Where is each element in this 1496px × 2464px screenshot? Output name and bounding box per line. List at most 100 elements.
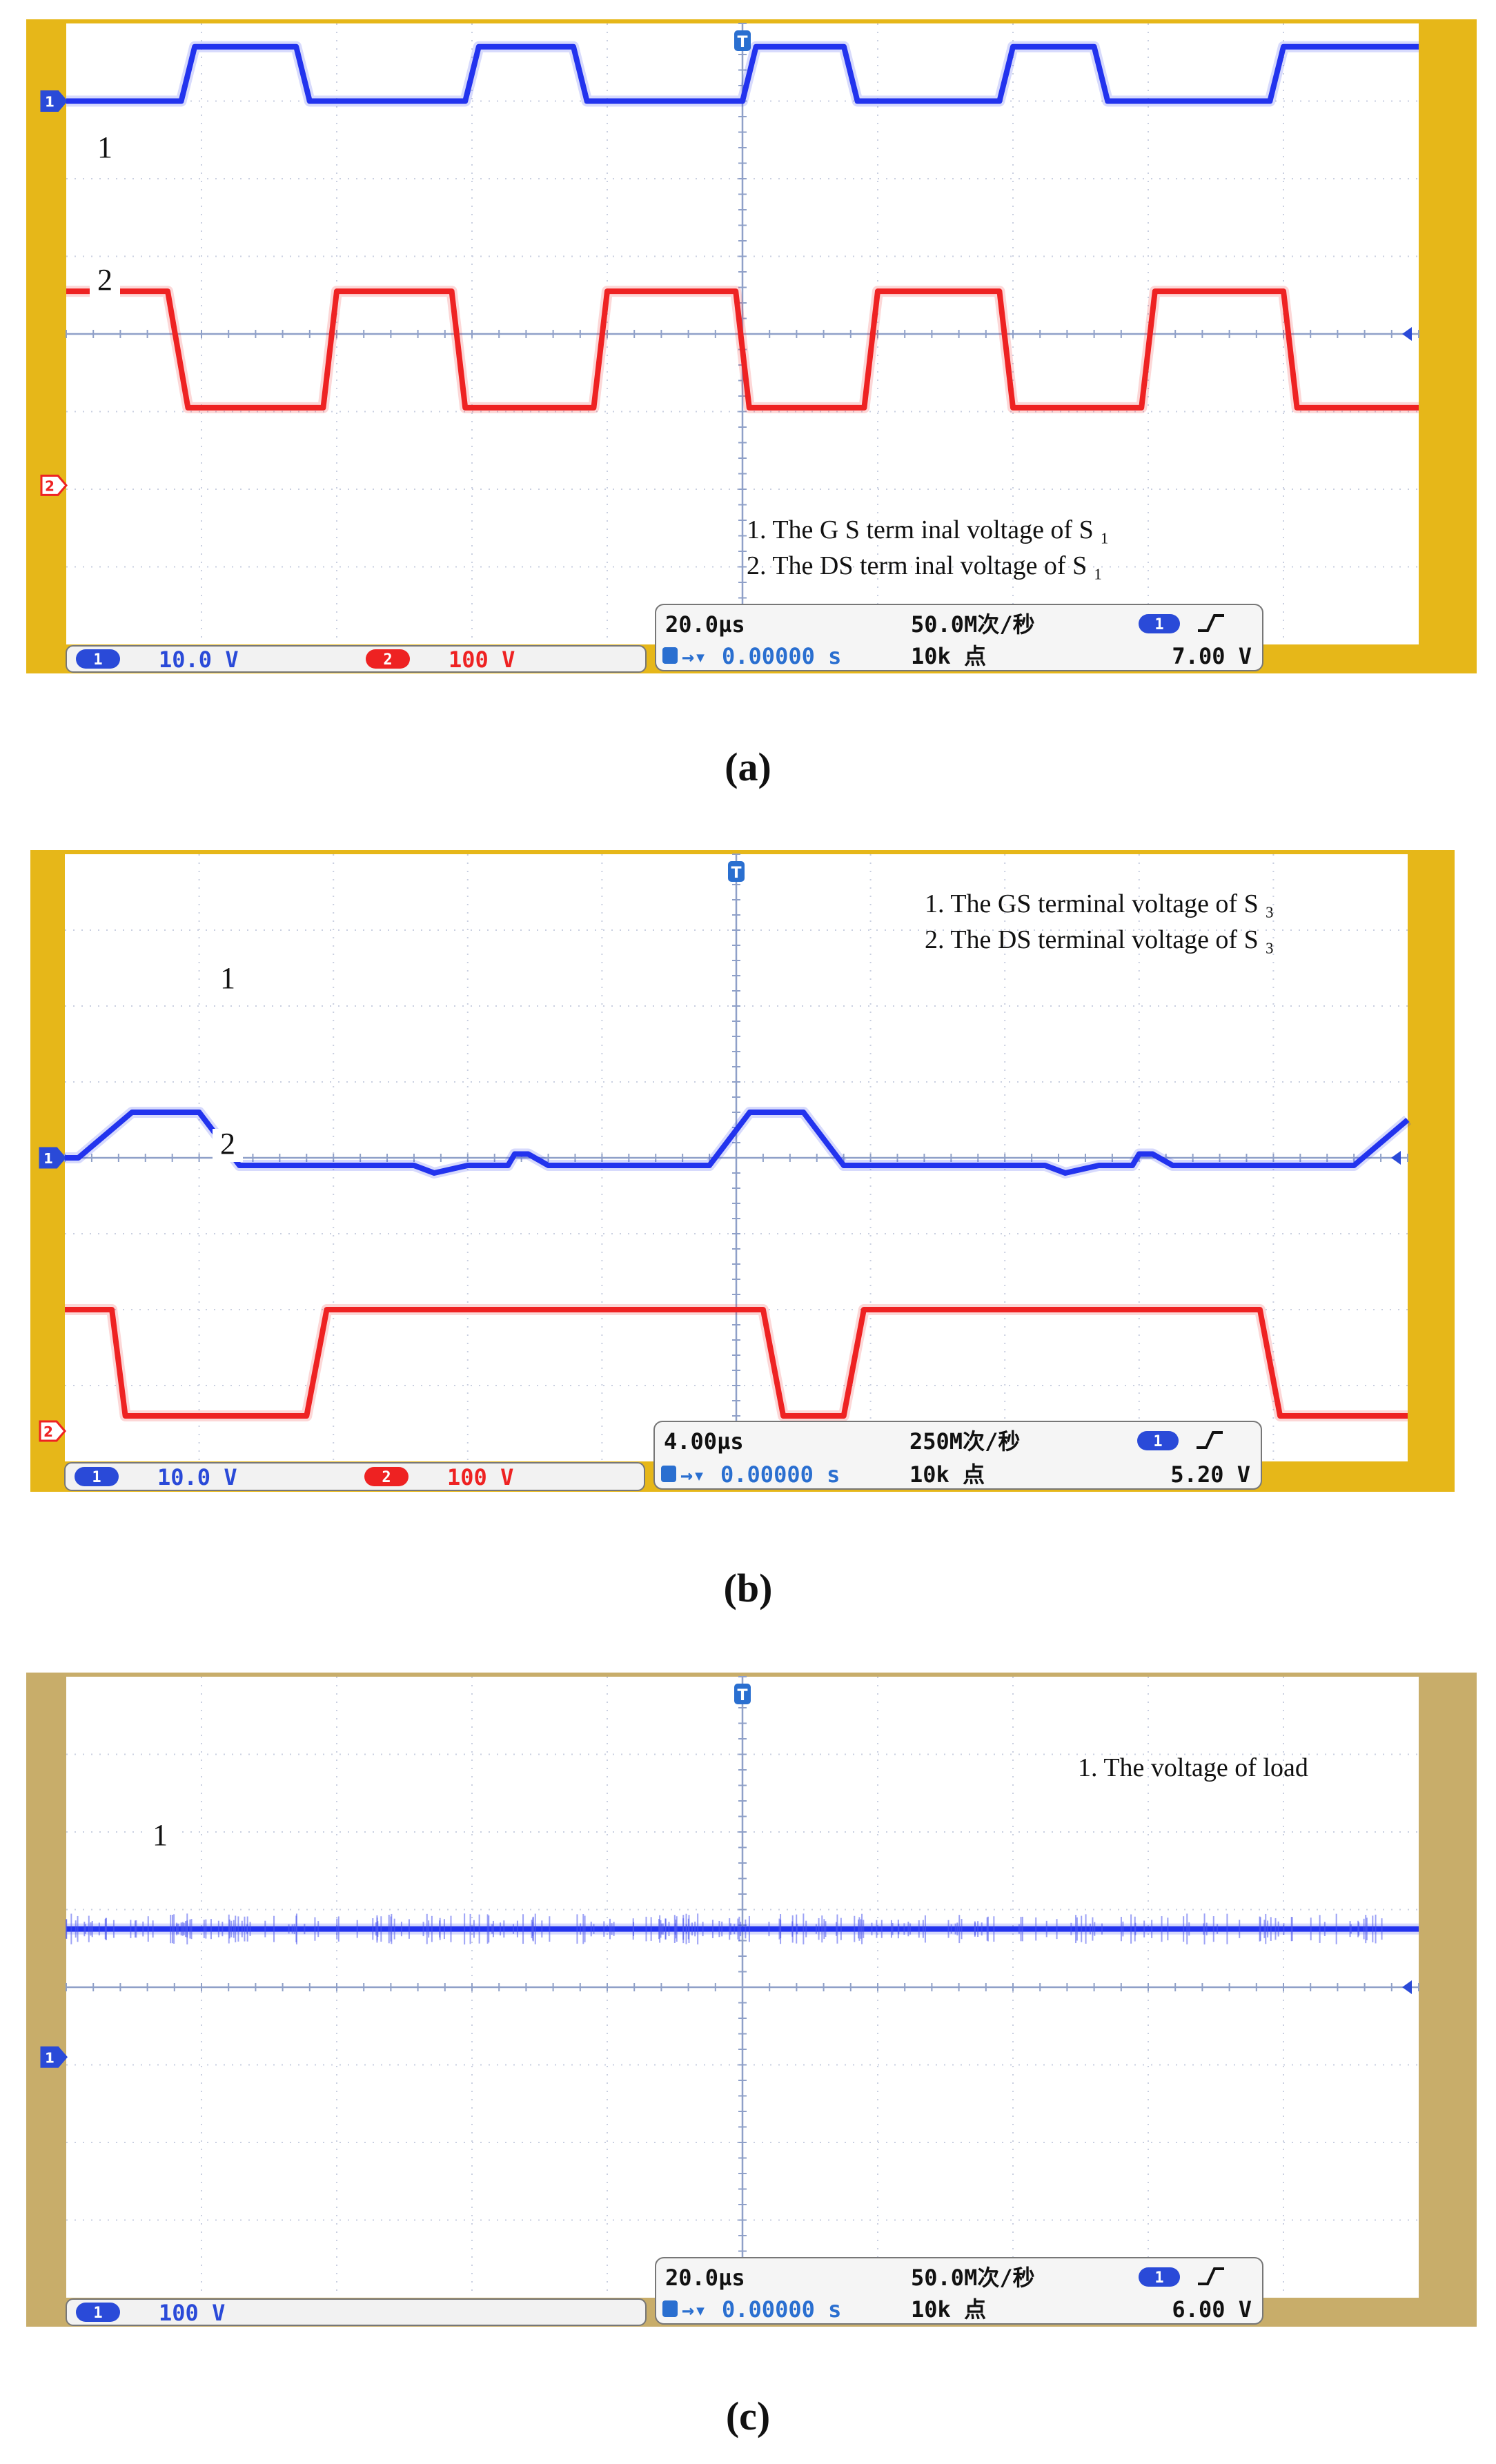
- trace-label-2: 2: [220, 1127, 235, 1161]
- sample-rate: 50.0M次/秒: [911, 2265, 1035, 2291]
- scope-screen-a: T 1 2 1 2 1. The G S term inal voltage of S ₁…: [26, 19, 1477, 673]
- svg-text:1: 1: [45, 2049, 55, 2066]
- channel-1-badge-number: 1: [93, 651, 102, 669]
- channel-1-scale: 100 V: [159, 2300, 225, 2326]
- trigger-offset-icon: [662, 2300, 678, 2317]
- channel-2-badge-number: 2: [383, 651, 392, 669]
- channel-2-badge: [366, 649, 410, 669]
- channel-1-scale: 10.0 V: [157, 1464, 237, 1490]
- channel-1-ground-marker: 1: [40, 90, 68, 112]
- trace-label-bg: [90, 265, 120, 298]
- trigger-source-badge: [1139, 2267, 1180, 2287]
- channel-scale-box: [64, 1462, 645, 1491]
- scope-screen-c: T 1 1 1. The voltage of load 1 100 V 20.0µs →▾ 0…: [26, 1673, 1477, 2327]
- trace-label-1: 1: [97, 130, 112, 164]
- trigger-offset-icon: [662, 647, 678, 664]
- graticule: [64, 854, 1408, 1462]
- channel-1-scale: 10.0 V: [159, 647, 239, 673]
- channel-2-ground-marker: 2: [39, 1420, 66, 1442]
- channel-1-badge: [75, 1467, 119, 1486]
- trigger-position-icon: T: [728, 861, 745, 882]
- rising-edge-icon: [1198, 614, 1224, 632]
- acquisition-box: [655, 604, 1263, 671]
- trigger-level-icon: [1402, 327, 1412, 341]
- timebase: 4.00µs: [664, 1428, 744, 1455]
- sample-rate: 250M次/秒: [909, 1428, 1020, 1455]
- trigger-offset-icon: [661, 1466, 676, 1482]
- caption-c: (c): [725, 2394, 771, 2438]
- trace-label-bg: [145, 1820, 175, 1853]
- channel-1-badge: [76, 649, 120, 669]
- trigger-position: 0.00000 s: [722, 643, 841, 669]
- timebase: 20.0µs: [665, 611, 745, 638]
- acquisition-box: [653, 1421, 1262, 1490]
- scope-panel-b: T 1 2 1 2 1. The GS terminal voltage of S ₃ 2.…: [0, 850, 1496, 1548]
- legend-line-2: 2. The DS terminal voltage of S ₃: [925, 925, 1274, 954]
- channel-1-badge-number: 1: [93, 2305, 102, 2322]
- channel-scale-box: [66, 645, 647, 673]
- channel-1-badge-number: 1: [92, 1469, 101, 1486]
- trace-2: [66, 288, 1419, 411]
- rising-edge-icon: [1197, 1431, 1223, 1449]
- trigger-source-badge: [1137, 1431, 1179, 1450]
- trace-label-2: 2: [97, 263, 112, 297]
- svg-text:T: T: [737, 34, 747, 51]
- svg-text:2: 2: [45, 477, 55, 494]
- channel-2-badge-number: 2: [382, 1469, 391, 1486]
- graticule: [66, 1676, 1419, 2298]
- channel-2-scale: 100 V: [449, 647, 515, 673]
- channel-2-badge: [364, 1467, 409, 1486]
- channel-1-ground-marker: 1: [40, 2046, 68, 2068]
- scope-panel-a: T 1 2 1 2 1. The G S term inal voltage of S ₁…: [0, 19, 1496, 718]
- trigger-position-icon: T: [734, 30, 751, 51]
- trigger-level: 7.00 V: [1172, 643, 1252, 669]
- channel-scale-box: [66, 2298, 647, 2326]
- legend-line-2: 2. The DS term inal voltage of S ₁: [747, 551, 1103, 580]
- trace-1-noise: [66, 1913, 1383, 1945]
- svg-text:1: 1: [43, 1150, 53, 1167]
- channel-1-badge: [76, 2303, 120, 2322]
- trigger-position: 0.00000 s: [722, 2296, 841, 2323]
- legend-line-1: 1. The GS terminal voltage of S ₃: [925, 889, 1274, 918]
- trigger-source-badge: [1139, 614, 1180, 633]
- trace-label-bg: [90, 132, 120, 166]
- trigger-level-icon: [1402, 1980, 1412, 1994]
- channel-1-ground-marker: 1: [39, 1147, 66, 1169]
- trigger-offset-arrow: →▾: [682, 645, 707, 669]
- legend-line-1: 1. The voltage of load: [1078, 1753, 1308, 1782]
- scope-panel-c: T 1 1 1. The voltage of load 1 100 V 20.0µs →▾ 0…: [0, 1673, 1496, 2371]
- channel-2-scale: 100 V: [447, 1464, 513, 1490]
- rising-edge-icon: [1198, 2267, 1224, 2285]
- record-length: 10k 点: [911, 643, 986, 669]
- trace-label-bg: [213, 963, 243, 996]
- legend-line-1: 1. The G S term inal voltage of S ₁: [747, 515, 1109, 544]
- caption-b: (b): [723, 1566, 773, 1610]
- timebase: 20.0µs: [665, 2265, 745, 2291]
- trigger-level-icon: [1391, 1151, 1401, 1165]
- caption-a: (a): [725, 745, 771, 789]
- trigger-source: 1: [1153, 1433, 1162, 1450]
- scope-screen-b: T 1 2 1 2 1. The GS terminal voltage of S ₃ 2.…: [30, 850, 1455, 1492]
- svg-text:2: 2: [43, 1423, 53, 1440]
- trigger-source: 1: [1154, 616, 1163, 633]
- trigger-position-icon: T: [734, 1684, 751, 1704]
- trigger-offset-arrow: →▾: [682, 2298, 707, 2323]
- trigger-level: 5.20 V: [1170, 1461, 1250, 1488]
- trace-label-1: 1: [220, 961, 235, 995]
- trigger-level: 6.00 V: [1172, 2296, 1252, 2323]
- channel-2-ground-marker: 2: [40, 474, 68, 496]
- svg-text:T: T: [731, 865, 741, 882]
- trace-2: [65, 1307, 1408, 1419]
- trigger-offset-arrow: →▾: [680, 1463, 705, 1488]
- trigger-position: 0.00000 s: [720, 1461, 840, 1488]
- sample-rate: 50.0M次/秒: [911, 611, 1035, 638]
- svg-text:1: 1: [45, 94, 55, 110]
- svg-text:T: T: [737, 1687, 747, 1704]
- trace-1: [66, 43, 1419, 104]
- record-length: 10k 点: [911, 2296, 986, 2323]
- trace-1: [65, 1110, 1410, 1176]
- record-length: 10k 点: [909, 1461, 985, 1488]
- trigger-source: 1: [1154, 2269, 1163, 2287]
- trace-label-bg: [213, 1129, 243, 1162]
- trace-label-1: 1: [152, 1818, 168, 1852]
